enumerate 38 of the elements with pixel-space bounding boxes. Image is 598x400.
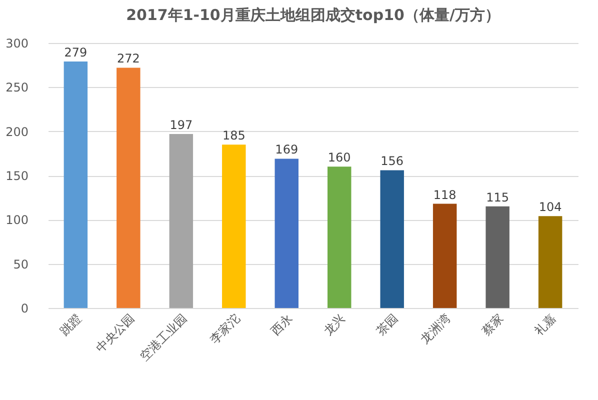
x-tick-label: 中央公园 [93,311,137,355]
x-tick-label: 茶园 [374,311,401,338]
data-label: 279 [64,46,88,60]
data-label: 160 [328,150,351,165]
y-tick-label: 300 [6,36,28,50]
x-tick-label: 龙洲湾 [418,311,454,346]
y-tick-label: 50 [13,257,28,272]
x-tick-label: 龙兴 [320,311,348,338]
y-tick-label: 200 [6,124,28,139]
x-tick-label: 跳蹬 [57,311,84,338]
x-tick-label: 蔡家 [479,311,506,338]
bar [222,144,246,308]
bar [169,134,194,308]
bar [380,170,404,308]
data-label: 115 [486,190,510,204]
bar [432,204,457,308]
data-label: 156 [380,154,404,168]
data-label: 169 [275,142,298,157]
chart-title: 2017年1-10月重庆土地组团成交top10（体量/万方） [126,6,500,24]
y-tick-label: 250 [6,80,28,95]
data-label: 197 [170,118,193,132]
data-label: 185 [222,128,246,143]
y-tick-label: 100 [6,213,28,228]
bar [486,206,510,308]
y-tick-label: 0 [20,302,28,316]
bar [328,166,352,308]
x-tick-label: 李家沱 [207,311,242,346]
bar [64,62,88,308]
data-label: 118 [433,188,456,202]
bar [538,216,562,308]
bar [274,158,298,308]
data-label: 104 [538,200,562,214]
y-tick-label: 150 [6,169,28,183]
x-tick-label: 空港工业园 [137,311,190,364]
bar [116,68,140,308]
x-tick-label: 西永 [268,311,296,338]
x-tick-label: 礼嘉 [532,311,559,338]
data-label: 272 [116,52,140,66]
